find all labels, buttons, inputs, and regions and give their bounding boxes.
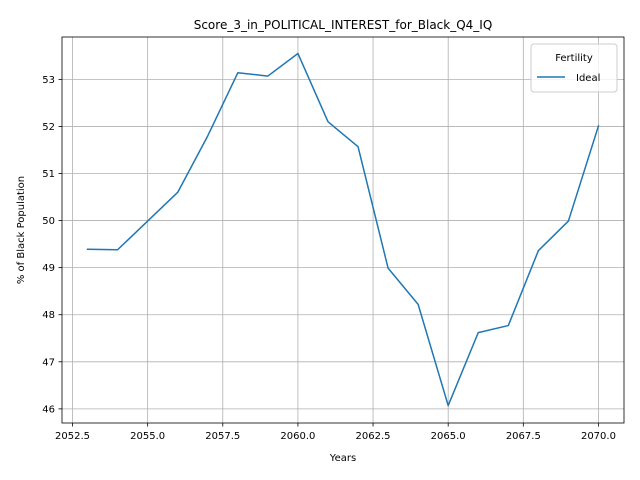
y-axis: 46 47 48 49 50 51 52 53	[42, 75, 62, 415]
series-line-ideal	[86, 52, 600, 407]
chart-title: Score_3_in_POLITICAL_INTEREST_for_Black_…	[194, 18, 493, 32]
x-tick-label: 2067.5	[506, 431, 541, 442]
x-axis: 2052.5 2055.0 2057.5 2060.0 2062.5 2065.0 2067…	[55, 423, 616, 442]
legend-box	[530, 43, 618, 93]
x-axis-label: Years	[329, 453, 356, 464]
y-tick-label: 49	[42, 263, 55, 274]
plot-frame	[61, 36, 625, 424]
y-tick-label: 47	[42, 357, 55, 368]
y-tick-label: 51	[42, 169, 55, 180]
y-tick-label: 48	[42, 310, 55, 321]
series-layer	[86, 52, 600, 407]
legend-title: Fertility	[555, 53, 593, 64]
y-tick-label: 52	[42, 122, 55, 133]
y-axis-label: % of Black Population	[16, 176, 27, 284]
x-tick-label: 2057.5	[205, 431, 240, 442]
x-tick-label: 2060.0	[280, 431, 315, 442]
y-tick-label: 50	[42, 216, 55, 227]
x-tick-label: 2052.5	[55, 431, 90, 442]
x-tick-label: 2070.0	[581, 431, 616, 442]
x-tick-label: 2065.0	[431, 431, 466, 442]
legend: Fertility Ideal	[530, 43, 618, 93]
legend-entry-ideal: Ideal	[576, 73, 600, 84]
y-tick-label: 53	[42, 75, 55, 86]
x-tick-label: 2055.0	[130, 431, 165, 442]
x-tick-label: 2062.5	[356, 431, 391, 442]
y-tick-label: 46	[42, 404, 55, 415]
grid	[62, 37, 624, 423]
